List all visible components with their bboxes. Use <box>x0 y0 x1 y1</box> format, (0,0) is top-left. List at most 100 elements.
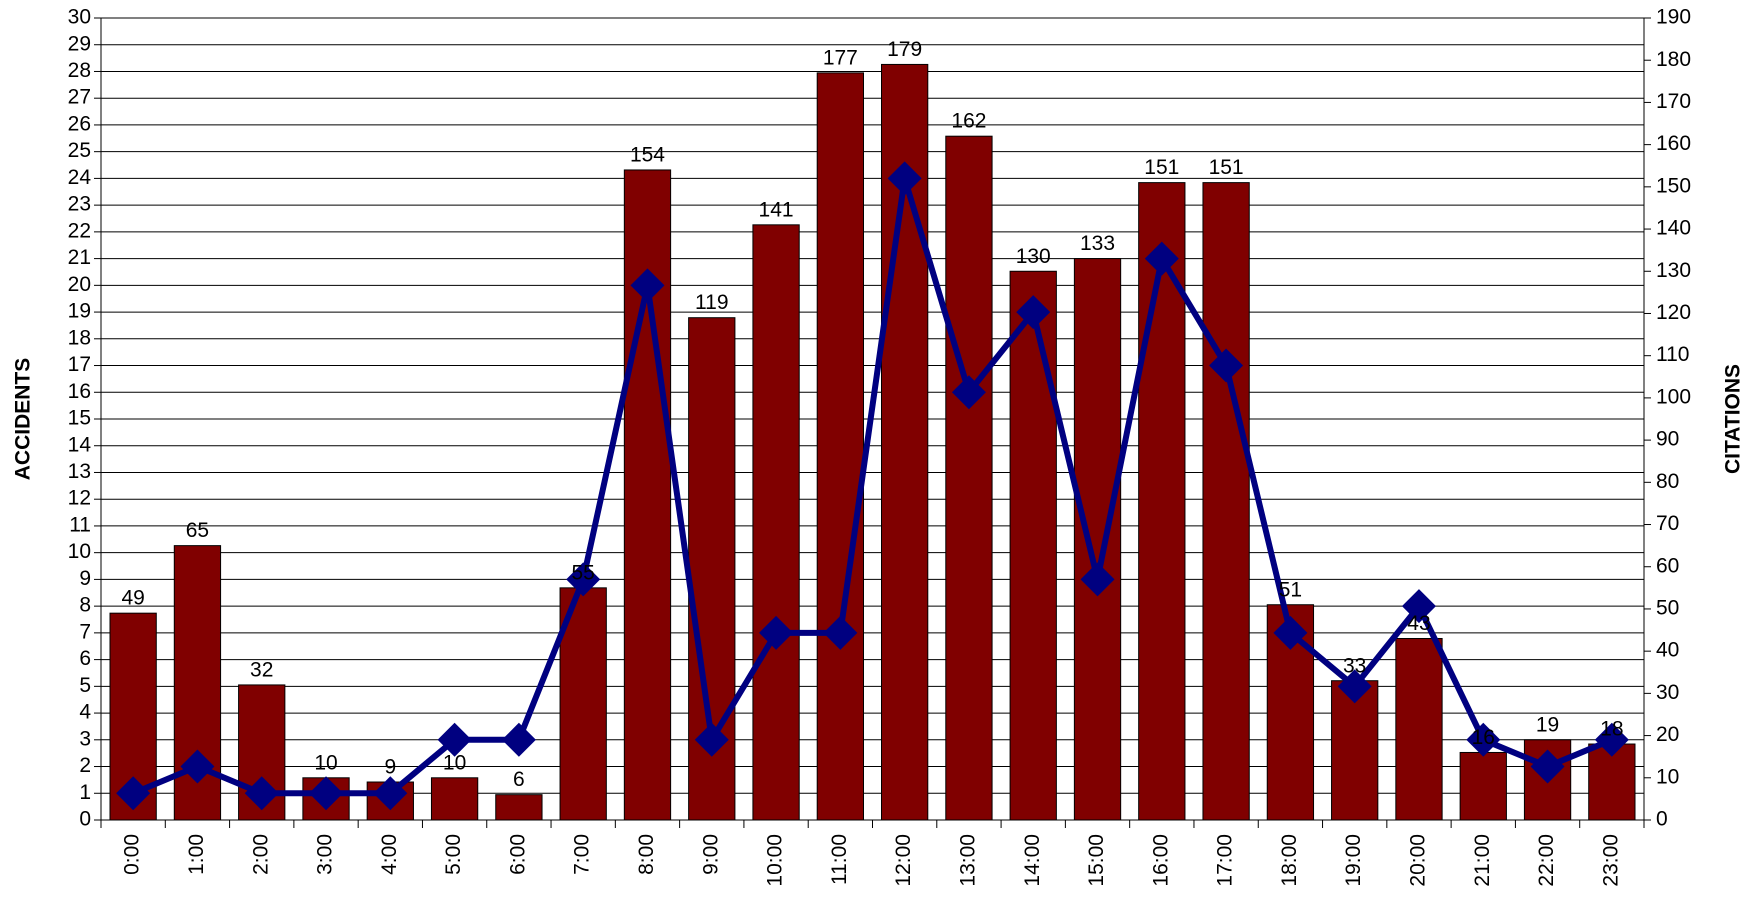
value-label: 10 <box>443 751 466 774</box>
y2-tick-label: 50 <box>1656 596 1679 619</box>
y2-tick-label: 140 <box>1656 217 1691 240</box>
value-label: 119 <box>695 291 728 314</box>
x-tick-label: 23:00 <box>1599 834 1622 887</box>
value-label: 16 <box>1472 726 1495 749</box>
y2-tick-label: 100 <box>1656 385 1691 408</box>
value-label: 55 <box>572 561 595 584</box>
x-tick-label: 10:00 <box>764 834 787 887</box>
y-tick-label: 7 <box>79 620 91 643</box>
bar <box>1202 182 1250 821</box>
x-tick-label: 14:00 <box>1021 834 1044 887</box>
x-tick-label: 13:00 <box>956 834 979 887</box>
y-tick-label: 13 <box>68 460 91 483</box>
marker <box>759 615 794 650</box>
marker <box>1530 749 1565 784</box>
x-tick-label: 0:00 <box>121 834 144 875</box>
grid <box>101 17 1644 821</box>
y-tick-label: 5 <box>79 674 91 697</box>
bar <box>1138 182 1186 821</box>
y-tick-label: 9 <box>79 567 91 590</box>
x-tick-label: 22:00 <box>1535 834 1558 887</box>
y-tick-label: 17 <box>68 353 91 376</box>
marker <box>373 776 408 811</box>
value-label: 141 <box>759 198 794 221</box>
y2-tick-label: 160 <box>1656 132 1691 155</box>
marker <box>1594 722 1629 757</box>
bar <box>816 72 864 821</box>
y2-tick-label: 130 <box>1656 259 1691 282</box>
x-tick-label: 3:00 <box>314 834 337 875</box>
x-tick-label: 17:00 <box>1214 834 1237 887</box>
bar <box>752 224 800 821</box>
y-tick-label: 22 <box>68 219 91 242</box>
x-tick-label: 1:00 <box>185 834 208 875</box>
marker <box>116 776 151 811</box>
y-tick-label: 26 <box>68 112 91 135</box>
x-tick-label: 18:00 <box>1278 834 1301 887</box>
y-tick-label: 18 <box>68 326 91 349</box>
value-label: 177 <box>823 46 858 69</box>
y-tick-label: 8 <box>79 594 91 617</box>
y2-tick-label: 40 <box>1656 639 1679 662</box>
y-tick-label: 11 <box>69 513 91 536</box>
y-tick-label: 21 <box>68 246 91 269</box>
marker <box>1209 348 1244 383</box>
marker <box>309 776 344 811</box>
value-label: 51 <box>1279 578 1302 601</box>
marker <box>180 749 215 784</box>
y-tick-label: 2 <box>79 754 91 777</box>
value-label: 151 <box>1209 156 1244 179</box>
x-tick-label: 5:00 <box>442 834 465 875</box>
marker <box>1466 722 1501 757</box>
y-tick-label: 23 <box>68 193 91 216</box>
value-label: 133 <box>1080 232 1115 255</box>
bar <box>1459 751 1507 821</box>
x-tick-label: 8:00 <box>635 834 658 875</box>
y-tick-label: 15 <box>68 407 91 430</box>
marker <box>951 375 986 410</box>
marker <box>694 722 729 757</box>
value-label: 43 <box>1407 612 1430 635</box>
x-tick-label: 20:00 <box>1407 834 1430 887</box>
x-tick-label: 6:00 <box>506 834 529 875</box>
x-tick-label: 19:00 <box>1342 834 1365 887</box>
y-tick-label: 30 <box>68 6 91 29</box>
value-label: 65 <box>186 519 209 542</box>
marker <box>437 722 472 757</box>
value-label: 33 <box>1343 654 1366 677</box>
line <box>131 175 1614 797</box>
y-tick-label: 14 <box>68 433 92 456</box>
marker <box>1401 589 1436 624</box>
bar <box>1073 258 1122 821</box>
y-tick-label: 12 <box>68 487 91 510</box>
y-tick-label: 10 <box>68 540 91 563</box>
y2-tick-label: 90 <box>1656 428 1679 451</box>
y-tick-label: 24 <box>68 166 92 189</box>
y-tick-label: 6 <box>79 647 91 670</box>
value-label: 18 <box>1600 718 1623 741</box>
y-tick-label: 19 <box>68 300 91 323</box>
y2-tick-label: 170 <box>1656 90 1691 113</box>
y2-tick-label: 60 <box>1656 554 1679 577</box>
y2-tick-label: 190 <box>1656 6 1691 29</box>
marker <box>1273 615 1308 650</box>
x-tick-label: 4:00 <box>378 834 401 875</box>
marker <box>566 562 601 597</box>
y2-tick-label: 120 <box>1656 301 1691 324</box>
y2-tick-label: 180 <box>1656 48 1691 71</box>
value-label: 32 <box>250 658 273 681</box>
y2-tick-label: 0 <box>1656 808 1668 831</box>
value-label: 130 <box>1016 245 1051 268</box>
value-label: 10 <box>314 751 337 774</box>
y2-tick-label: 150 <box>1656 174 1691 197</box>
y-axis-title: ACCIDENTS <box>12 358 35 481</box>
y2-tick-label: 80 <box>1656 470 1679 493</box>
marker <box>1080 562 1115 597</box>
x-tick-label: 15:00 <box>1085 834 1108 887</box>
y-tick-label: 25 <box>68 139 91 162</box>
bar <box>1009 270 1057 821</box>
marker <box>1144 241 1179 276</box>
x-tick-label: 7:00 <box>571 834 594 875</box>
y-tick-label: 3 <box>79 727 91 750</box>
